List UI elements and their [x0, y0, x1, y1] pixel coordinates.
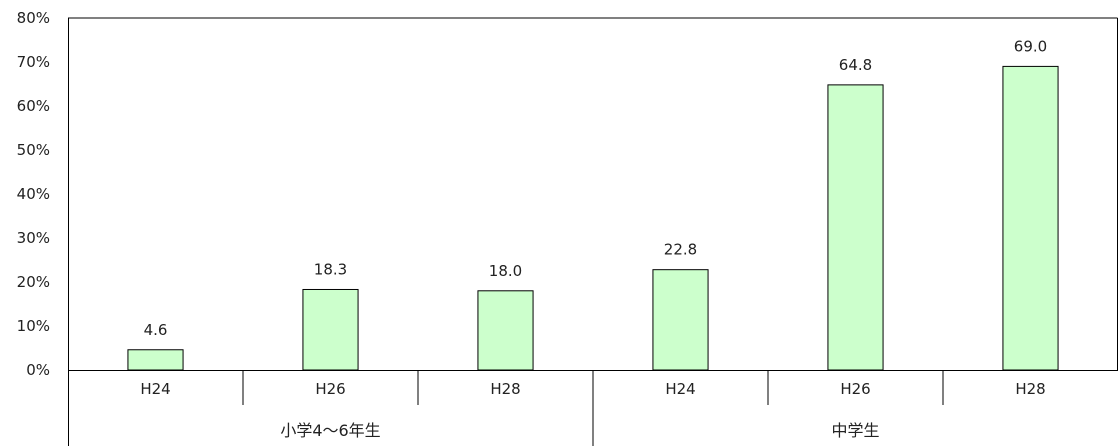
data-label: 4.6: [144, 321, 168, 339]
x-axis: H24 H26 H28 H24 H26 H28 小学4～6年生 中学生: [68, 370, 1118, 446]
group-label: 中学生: [831, 421, 879, 440]
y-tick-label: 40%: [17, 185, 50, 203]
data-label: 18.3: [314, 260, 347, 278]
x-tick-label: H28: [1015, 380, 1045, 398]
bar: [827, 84, 884, 371]
bar: [652, 269, 709, 371]
x-tick-label: H24: [665, 380, 695, 398]
y-tick-label: 70%: [17, 53, 50, 71]
y-tick-label: 80%: [17, 9, 50, 27]
bar: [1002, 65, 1059, 371]
y-tick-label: 60%: [17, 97, 50, 115]
y-tick-label: 30%: [17, 229, 50, 247]
data-label: 64.8: [839, 56, 872, 74]
data-labels: 4.6 18.3 18.0 22.8 64.8 69.0: [144, 37, 1048, 338]
bar: [477, 290, 534, 371]
data-label: 18.0: [489, 262, 522, 280]
data-label: 22.8: [664, 241, 697, 259]
y-axis: 0% 10% 20% 30% 40% 50% 60% 70% 80%: [17, 9, 1118, 446]
x-tick-label: H26: [840, 380, 870, 398]
y-tick-label: 0%: [26, 361, 50, 379]
x-tick-label: H24: [140, 380, 170, 398]
bar: [127, 349, 184, 371]
bar: [302, 288, 359, 371]
group-label: 小学4～6年生: [280, 421, 380, 440]
y-tick-label: 20%: [17, 273, 50, 291]
x-tick-label: H26: [315, 380, 345, 398]
bars: [127, 65, 1059, 371]
y-tick-label: 50%: [17, 141, 50, 159]
x-tick-label: H28: [490, 380, 520, 398]
data-label: 69.0: [1014, 37, 1047, 55]
y-tick-label: 10%: [17, 317, 50, 335]
